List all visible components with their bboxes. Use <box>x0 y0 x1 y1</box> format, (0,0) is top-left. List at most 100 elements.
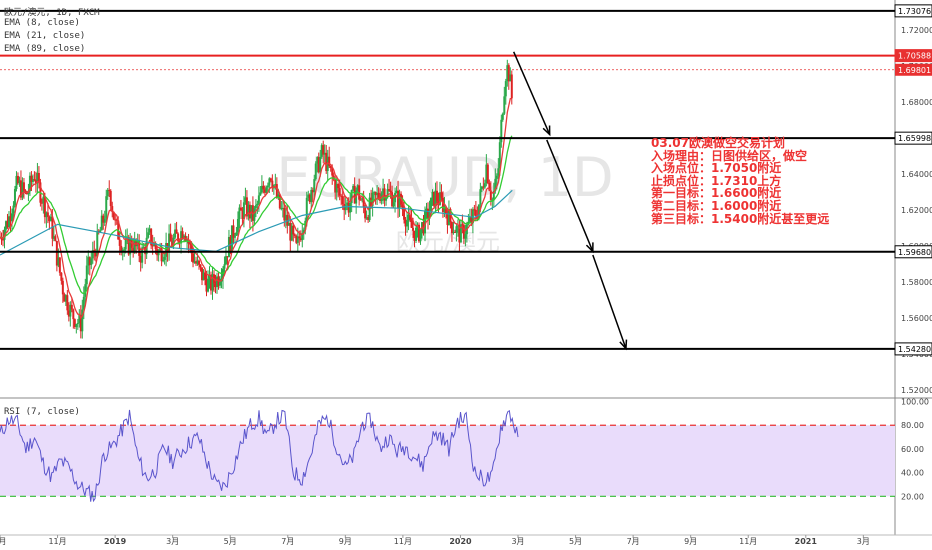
candle-body <box>79 314 82 332</box>
candle-body <box>165 243 168 257</box>
candle-body <box>353 185 356 204</box>
candle-body <box>346 202 349 206</box>
time-tick-label: 11月 <box>394 537 412 546</box>
candle-body <box>374 192 377 196</box>
rsi-tick-label: 20.00 <box>901 492 924 501</box>
candle-body <box>419 228 422 242</box>
candle-body <box>425 208 428 211</box>
candle-body <box>150 228 153 246</box>
candle-body <box>287 223 290 226</box>
candle-body <box>337 183 340 189</box>
candle-body <box>350 189 353 204</box>
candle-body <box>482 186 485 188</box>
candle-body <box>76 323 79 325</box>
candle-body <box>269 178 272 181</box>
candle-body <box>207 278 210 292</box>
rsi-tick-label: 100.00 <box>901 398 929 407</box>
candle-body <box>483 183 486 188</box>
level-price-label: 1.59680 <box>898 248 931 257</box>
time-tick-label: 9月 <box>684 537 697 546</box>
price-tick-label: 1.58000 <box>901 278 932 287</box>
candle-body <box>204 272 207 280</box>
candle-body <box>120 245 123 253</box>
candle-body <box>115 219 118 221</box>
candle-body <box>127 237 130 255</box>
candle-body <box>202 272 205 281</box>
candle-body <box>24 190 27 192</box>
candle-body <box>72 309 75 320</box>
candle-body <box>177 233 180 242</box>
candle-body <box>13 188 16 206</box>
candle-body <box>193 261 196 263</box>
candle-body <box>103 218 106 223</box>
candle-body <box>21 182 24 198</box>
candle-body <box>205 279 208 292</box>
trade-plan-line: 第二目标：1.6000附近 <box>651 198 782 213</box>
candle-body <box>33 179 36 181</box>
candle-body <box>477 204 480 219</box>
candle-body <box>317 157 320 173</box>
candle-body <box>112 211 115 220</box>
time-tick-label: 11月 <box>48 537 66 546</box>
candle-body <box>310 189 313 203</box>
candle-body <box>340 195 343 197</box>
candle-body <box>361 198 364 200</box>
candle-body <box>133 239 136 251</box>
candle-body <box>426 208 429 219</box>
candle-body <box>55 240 58 266</box>
rsi-line <box>0 409 519 503</box>
candle-body <box>232 225 235 238</box>
candle-body <box>180 231 183 244</box>
candle-body <box>157 251 160 256</box>
candle-body <box>325 152 328 171</box>
candle-body <box>28 175 31 192</box>
candle-body <box>464 234 467 239</box>
candle-body <box>254 205 257 209</box>
current-price-label: 1.69801 <box>898 66 931 75</box>
time-tick-label: 3月 <box>857 537 870 546</box>
candle-body <box>87 257 90 266</box>
candle-body <box>36 172 39 184</box>
level-price-tag <box>894 4 932 18</box>
candle-body <box>328 156 331 166</box>
projection-arrow <box>546 139 594 252</box>
candle-body <box>248 204 251 219</box>
candle-body <box>452 232 455 234</box>
time-tick-label: 9月 <box>0 537 7 546</box>
candle-body <box>123 249 126 251</box>
rsi-tick-label: 80.00 <box>901 421 924 430</box>
candle-body <box>78 314 81 324</box>
candle-body <box>192 253 195 263</box>
candle-body <box>226 256 229 258</box>
candle-body <box>236 218 239 233</box>
candle-body <box>10 213 13 222</box>
arrow-head <box>619 339 628 351</box>
candle-body <box>81 309 84 332</box>
candle-body <box>43 196 46 218</box>
candle-body <box>365 217 368 219</box>
candle-body <box>415 227 418 241</box>
candle-body <box>4 221 7 230</box>
candle-body <box>52 236 55 239</box>
candle-body <box>268 178 271 186</box>
time-tick-label: 3月 <box>511 537 524 546</box>
candle-body <box>244 197 247 203</box>
candle-body <box>289 223 292 241</box>
candle-body <box>111 206 114 212</box>
time-tick-label: 2020 <box>449 537 472 546</box>
candle-body <box>395 190 398 193</box>
candle-body <box>34 180 37 184</box>
candle-body <box>362 198 365 208</box>
candle-body <box>359 199 362 201</box>
candle-body <box>331 168 334 176</box>
time-tick-label: 11月 <box>739 537 757 546</box>
time-tick-label: 5月 <box>224 537 237 546</box>
candle-body <box>275 184 278 198</box>
candle-body <box>90 258 93 265</box>
candle-body <box>163 256 166 260</box>
candle-body <box>195 261 198 264</box>
candle-body <box>434 190 437 206</box>
candle-body <box>227 236 230 258</box>
level-price-tag <box>894 245 932 259</box>
